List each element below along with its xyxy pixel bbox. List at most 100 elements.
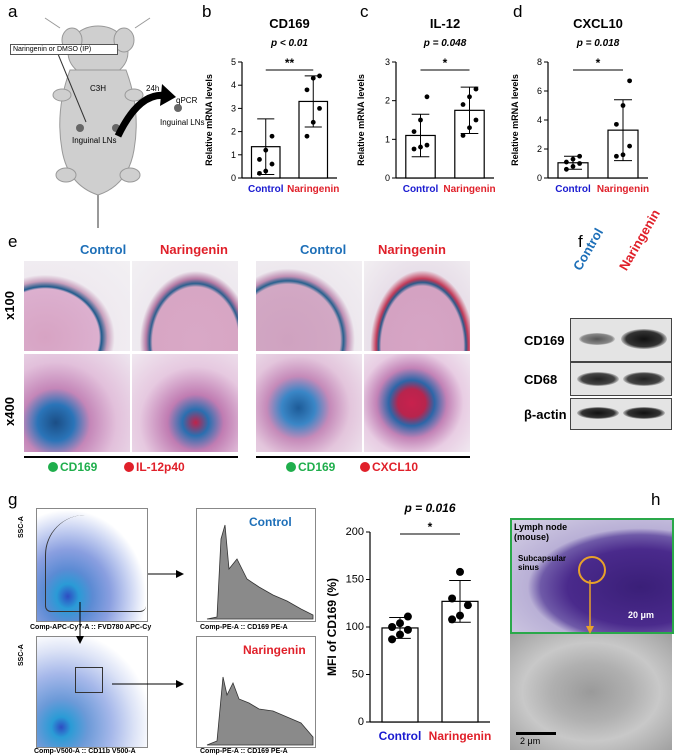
chart-b: CD169 p < 0.01 ** 0 1 2 3 4 5 Relative mRNA level… — [200, 0, 350, 230]
e-row-x100: x100 — [2, 291, 17, 320]
g-hist-control-label: Control — [249, 515, 292, 529]
inguinal-right-label: Inguinal LNs — [160, 118, 205, 127]
chart-d-ytick-label: 8 — [537, 57, 542, 67]
chart-d-category-label: Control — [555, 184, 591, 195]
g-gate-2 — [75, 667, 103, 693]
chart-c-ytick-label: 0 — [385, 173, 390, 183]
g-histogram-control: Control — [196, 508, 316, 622]
h-lymph-node-label: Lymph node (mouse) — [514, 522, 568, 542]
chart-b-point — [310, 119, 316, 125]
panel-e-histology: Control Naringenin Control Naringenin x1… — [0, 230, 570, 480]
e-tile-control-il12-x400 — [24, 354, 130, 452]
e-tile-naringenin-il12-x100 — [132, 261, 238, 351]
panel-label-f: f — [578, 232, 583, 251]
e-tile-control-cxcl10-x400 — [256, 354, 362, 452]
chart-d-pvalue: p = 0.018 — [576, 38, 620, 49]
chart-d-ytick-label: 2 — [537, 144, 542, 154]
chart-c-ytick-label: 3 — [385, 57, 390, 67]
chart-b-point — [269, 133, 275, 139]
chart-g-point — [388, 623, 397, 631]
panel-label-h: h — [651, 490, 661, 509]
treatment-box: Naringenin or DMSO (IP) — [10, 44, 118, 55]
chart-c-point — [467, 125, 472, 131]
h-scale-bar — [516, 732, 556, 735]
chart-b-point — [317, 106, 322, 111]
e-col-control-1: Control — [80, 242, 127, 257]
g-hist-xaxis-1: Comp-PE-A :: CD169 PE-A — [200, 624, 288, 631]
chart-b-title: CD169 — [269, 16, 309, 31]
chart-d-point — [620, 103, 626, 108]
chart-d-point — [577, 153, 582, 159]
mouse-strain-label: C3H — [90, 84, 107, 93]
chart-g-ytick-label: 0 — [358, 716, 364, 728]
chart-g-pvalue: p = 0.016 — [403, 501, 455, 515]
chart-c-category-label: Naringenin — [443, 184, 495, 195]
h-lymph-node-image: Lymph node (mouse) Subcapsular sinus 20 … — [510, 518, 674, 634]
chart-b-point — [257, 170, 262, 176]
e-tile-control-il12-x100 — [24, 261, 130, 351]
chart-g-point — [463, 601, 472, 610]
g-dotplot-1 — [36, 508, 148, 622]
g-dotplot-2 — [36, 636, 148, 748]
chart-c-pvalue: p = 0.048 — [423, 38, 467, 49]
chart-d-point — [577, 161, 582, 166]
chart-d-point — [564, 166, 569, 172]
inguinal-left-label: Inguinal LNs — [72, 136, 117, 145]
chart-d-ytick-label: 0 — [537, 173, 542, 183]
chart-d-ylabel: Relative mRNA levels — [510, 74, 520, 166]
chart-c: IL-12 p = 0.048 * 0 1 2 3 Relative mRNA levels C… — [352, 0, 510, 230]
chart-c-point — [460, 133, 466, 138]
chart-d-point — [627, 78, 632, 84]
e-legend1-green: CD169 — [48, 460, 97, 474]
mouse-diagram — [44, 17, 182, 228]
chart-d-point — [570, 156, 576, 162]
chart-c-ytick-label: 1 — [385, 134, 390, 144]
e-tile-naringenin-il12-x400 — [132, 354, 238, 452]
e-tile-naringenin-cxcl10-x400 — [364, 354, 470, 452]
chart-g-point — [448, 615, 457, 624]
chart-g-point — [456, 567, 464, 576]
f-row-cd169-label: CD169 — [524, 333, 565, 348]
chart-c-svg: IL-12 p = 0.048 * 0 1 2 3 Relative mRNA levels C… — [356, 16, 496, 195]
chart-b-sig-mark: ** — [285, 56, 295, 70]
h-circle-marker — [578, 556, 606, 584]
g-xaxis-1: Comp-APC-Cy7-A :: FVD780 APC-Cy — [30, 624, 152, 631]
chart-d-point — [620, 152, 626, 158]
chart-d-ytick-label: 4 — [537, 115, 542, 125]
panel-label-b: b — [202, 2, 212, 21]
e-legend-line-1 — [24, 456, 238, 458]
e-legend2-green: CD169 — [286, 460, 335, 474]
chart-g-category-label: Control — [379, 729, 422, 743]
chart-b-ytick-label: 4 — [231, 80, 236, 90]
chart-b-pvalue: p < 0.01 — [270, 38, 308, 49]
g-hist-xaxis-2: Comp-PE-A :: CD169 PE-A — [200, 748, 288, 755]
chart-d-point — [564, 159, 569, 165]
chart-c-point — [473, 117, 479, 123]
chart-b-ylabel: Relative mRNA levels — [204, 74, 214, 166]
h-scale-top: 20 μm — [628, 610, 655, 620]
chart-c-point — [473, 86, 479, 92]
chart-b-ytick-label: 1 — [231, 150, 236, 160]
chart-d-point — [614, 153, 619, 159]
f-row-cd68-label: CD68 — [524, 372, 558, 387]
chart-g-point — [448, 594, 457, 603]
chart-g-bar — [381, 627, 419, 723]
chart-b-point — [310, 75, 316, 81]
e-tile-control-cxcl10-x100 — [256, 261, 362, 351]
chart-b-category-label: Control — [248, 184, 284, 195]
g-xaxis-2: Comp-V500-A :: CD11b V500-A — [34, 748, 136, 755]
chart-b-ytick-label: 5 — [231, 57, 236, 67]
chart-d-svg: CXCL10 p = 0.018 * 0 2 4 6 8 Relative mRNA level… — [510, 16, 649, 195]
chart-b-ytick-label: 3 — [231, 103, 236, 113]
panel-label-g: g — [8, 490, 18, 509]
chart-g-point — [403, 612, 412, 621]
chart-b-category-label: Naringenin — [287, 184, 339, 195]
chart-c-point — [424, 142, 430, 148]
e-legend1-red: IL-12p40 — [124, 460, 185, 474]
f-row-bactin-label: β-actin — [524, 407, 567, 422]
chart-g-point — [456, 611, 464, 620]
e-row-x400: x400 — [2, 397, 17, 426]
chart-d-sig-mark: * — [596, 56, 601, 70]
chart-c-point — [460, 102, 466, 107]
e-col-naringenin-2: Naringenin — [378, 242, 446, 257]
